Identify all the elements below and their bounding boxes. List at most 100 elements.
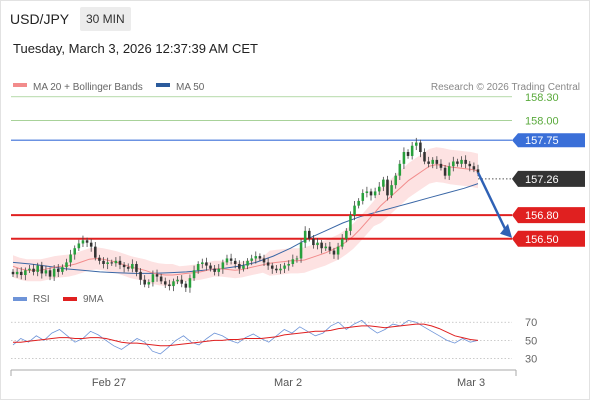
candle-body [291,259,295,264]
legend-swatch-1 [13,83,27,87]
candle-body [24,270,27,276]
support-tag-156.50 [512,230,585,247]
candle-body [406,152,410,156]
candle-body [48,270,52,277]
candle-body [419,142,422,153]
forecast-arrow-head [500,223,512,238]
candle-body [11,271,15,275]
candle-body [394,175,397,186]
candle-body [56,268,60,272]
candle-body [229,258,233,261]
candle-body [135,263,138,272]
candle-body [312,238,315,246]
candle-body [122,264,126,268]
candle-body [283,265,286,269]
candle-body [69,254,72,263]
candle-body [217,268,221,272]
candle-body [390,185,393,196]
candle-body [44,270,48,274]
candle-body [279,268,282,271]
candle-body [410,145,414,156]
candle-body [196,263,200,271]
candle-body [345,230,348,239]
candle-body [155,274,159,277]
candle-body [295,258,299,260]
candle-body [65,262,68,268]
candle-body [225,258,229,263]
candle-body [114,260,118,264]
candle-body [402,152,406,164]
x-tick-mar-2: Mar 2 [274,377,302,389]
candle-body [447,166,451,176]
candle-body [143,279,146,285]
candle-body [435,159,439,164]
candle-body [52,268,56,277]
candle-body [287,263,290,266]
candle-body [340,238,344,247]
candle-body [201,262,204,264]
pivot-label: 157.75 [525,135,559,147]
candle-body [365,191,369,194]
candle-body [266,262,270,266]
pivot-tag [512,133,585,148]
timeframe-badge[interactable]: 30 MIN [80,7,131,31]
candle-body [147,282,151,285]
report-datetime: Tuesday, March 3, 2026 12:37:39 AM CET [13,41,258,56]
candle-body [61,267,64,272]
candle-body [233,260,237,264]
candle-body [299,242,303,259]
candle-body [151,274,155,283]
candle-body [320,242,323,249]
candle-body [73,248,77,255]
candle-body [176,279,179,282]
candle-body [98,257,101,261]
candle-body [221,262,225,269]
candle-body [414,142,418,146]
candle-body [106,262,109,264]
candle-body [184,283,188,288]
candle-body [110,262,114,264]
candle-body [262,258,266,263]
bollinger-band [13,147,478,287]
candle-body [77,243,81,249]
candle-body [40,265,44,274]
candle-body [386,179,389,196]
ma20-line [12,164,479,276]
x-tick-feb-27: Feb 27 [92,377,126,389]
forecast-arrow-shaft [476,171,508,232]
candle-body [94,246,97,258]
candle-body [192,270,196,279]
target-label-158.00: 158.00 [525,115,559,127]
target-label-158.30: 158.30 [525,92,559,104]
candle-body [377,186,381,192]
rsi-legend-swatch-1 [13,297,27,301]
currency-pair-title: USD/JPY [10,11,70,27]
candle-body [468,163,472,167]
candle-body [373,191,377,196]
candle-body [250,258,253,261]
candle-body [163,281,167,285]
candle-body [254,256,258,259]
rsi-legend-label-1: RSI [33,294,50,305]
candle-body [172,281,175,287]
candle-body [19,271,23,276]
candle-body [464,159,467,164]
candle-body [443,167,447,176]
candle-body [324,246,328,249]
legend-label-1: MA 20 + Bollinger Bands [33,82,143,93]
candle-body [361,193,365,201]
support-tag-156.80 [512,207,585,224]
candle-body [456,161,459,164]
candle-body [353,205,356,216]
candle-body [476,169,480,173]
candle-body [168,284,171,287]
candle-body [209,265,212,269]
legend-swatch-2 [156,83,170,87]
candle-body [452,161,455,167]
candle-body [308,230,311,239]
candle-body [242,265,245,269]
candle-body [139,271,142,280]
candle-body [238,263,241,269]
rsi-series-9ma [13,323,479,347]
candle-body [460,159,463,164]
